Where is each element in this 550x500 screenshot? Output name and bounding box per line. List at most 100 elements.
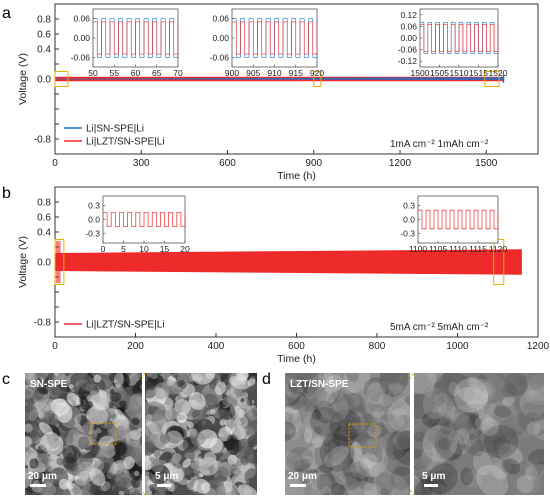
sem-grain [62,445,81,463]
sem-grain [468,414,481,428]
x-tick-label: 1200 [527,341,550,352]
sem-grain [329,482,354,495]
sem-grain [222,396,238,408]
inset-x-tick-label: 915 [289,68,303,78]
sem-grain [374,438,396,454]
panel-d-letter: d [262,371,271,388]
sem-grain [414,476,422,495]
legend-label: Li|SN-SPE|Li [86,124,144,135]
inset-x-tick-label: 1110 [449,244,467,254]
sem-grain [295,392,305,405]
sem-grain [349,480,377,495]
sem-grain [378,397,401,421]
x-tick-label: 0 [52,341,58,352]
sem-grain [463,384,489,409]
sem-grain [483,373,509,391]
sem-grain [323,432,342,462]
sem-grain [514,462,523,471]
sem-grain [422,411,440,427]
sem-grain [164,407,179,421]
sem-grain [512,388,544,411]
sem-grain [287,392,308,410]
sem-grain [354,411,366,425]
sem-grain [504,373,529,396]
sem-grain [528,448,544,465]
sem-grain [467,376,493,398]
sem-grain [386,428,410,460]
sem-grain [476,464,509,495]
sem-grain [98,445,111,458]
sem-grain [25,387,33,400]
sem-grain [372,472,409,495]
sem-grain [286,446,314,472]
sem-grain [532,460,544,478]
inset-x-tick-label: 1520 [489,68,508,78]
sem-grain [293,458,311,472]
inset-x-tick-label: 50 [88,68,98,78]
sem-grain [105,420,113,430]
sem-grain [146,373,158,379]
inset-x-tick-label: 900 [225,68,239,78]
sem-grain [392,427,410,450]
sem-grain [502,383,517,398]
sem-grain [302,455,314,465]
highlight-box-2 [484,71,500,87]
highlight-box-0 [54,71,69,87]
sem-grain [133,470,140,477]
sem-grain [522,428,531,438]
sem-grain [292,373,325,408]
inset-series-red [232,21,318,55]
inset-y-tick-label: -0.3 [85,229,100,239]
sem-grain [311,436,323,448]
sem-grain [466,419,474,429]
sem-grain [176,379,185,387]
sem-grain [341,459,370,488]
y-tick-label: 0.4 [37,45,51,56]
sem-grain [358,463,369,478]
sem-grain [350,440,363,463]
sem-background [414,373,544,495]
scale-bar [424,484,438,487]
sem-grain [362,413,378,433]
sem-grain [324,445,349,468]
series-band-blue [55,77,504,81]
sem-grain [387,396,410,432]
sem-grain [478,404,488,414]
inset-y-tick-label: -0.06 [398,45,418,55]
sem-grain [427,418,458,450]
sem-grain [480,417,499,437]
sem-grain [291,419,314,439]
sem-grain [29,458,39,469]
sem-grain [389,382,402,395]
inset-y-tick-label: 0.00 [73,33,90,43]
sem-grain [285,476,305,495]
inset-x-tick-label: 1505 [430,68,449,78]
sem-grain [310,407,342,437]
sem-grain [538,412,544,421]
sem-grain [379,413,410,447]
sem-grain [526,373,544,403]
sem-image-c-zoom: 5 μm [145,373,257,495]
sem-grain [440,420,455,434]
sem-grain [309,397,319,405]
sem-grain [430,389,446,407]
sem-grain [213,478,224,488]
x-tick-label: 0 [52,158,58,169]
sem-grain [519,389,544,419]
sem-grain [334,393,353,410]
sem-grain [350,457,373,479]
sem-grain [446,418,462,438]
sem-grain [519,413,535,428]
sem-grain [226,434,240,456]
sem-grain [229,375,251,390]
sem-grain [330,482,350,495]
highlight-box-1 [313,71,322,87]
sem-grain [508,422,520,440]
sem-grain [316,459,333,475]
sem-grain [145,469,150,476]
sem-grain [125,430,135,441]
sem-grain [459,431,485,457]
sem-grain [68,384,74,389]
x-tick-label: 1200 [389,158,412,169]
sem-grain [502,396,515,406]
